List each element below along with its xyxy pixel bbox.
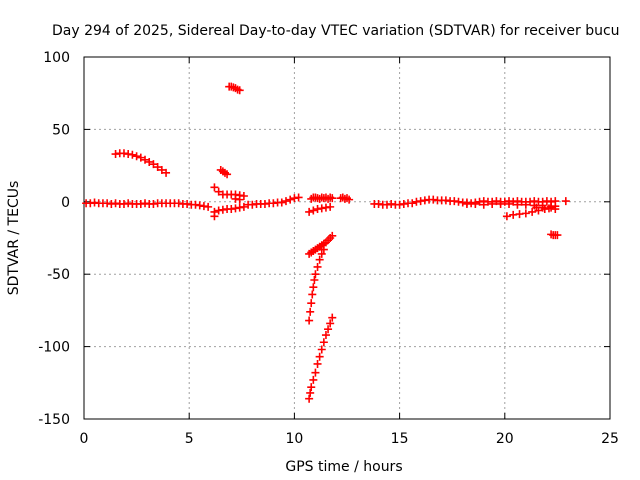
data-point [488, 199, 497, 208]
data-point [235, 86, 244, 95]
data-point [309, 283, 318, 292]
data-point [307, 383, 316, 392]
data-point [561, 197, 570, 206]
x-tick-label: 15 [391, 431, 409, 447]
data-points [82, 82, 570, 403]
data-point [553, 231, 562, 240]
data-point [471, 199, 480, 208]
data-point [286, 195, 295, 204]
data-point [306, 307, 315, 316]
data-point [214, 187, 223, 196]
data-point [136, 153, 145, 162]
data-point [309, 206, 318, 215]
y-tick-label: -150 [38, 412, 70, 428]
x-tick-label: 10 [285, 431, 303, 447]
data-point [496, 199, 505, 208]
data-point [223, 170, 232, 179]
data-point [462, 199, 471, 208]
grid-lines [84, 57, 610, 419]
data-point [210, 212, 219, 221]
data-point [324, 325, 333, 334]
data-point [307, 299, 316, 308]
x-tick-label: 25 [601, 431, 619, 447]
x-axis-ticks: 0 5 10 15 20 25 [80, 57, 619, 447]
data-point [204, 202, 213, 211]
x-tick-label: 0 [80, 431, 89, 447]
data-point [162, 168, 171, 177]
plot-frame [83, 56, 611, 420]
data-point [315, 255, 324, 264]
data-point [305, 316, 314, 325]
data-point [326, 202, 335, 211]
data-point [309, 375, 318, 384]
data-point [328, 231, 337, 240]
data-point [328, 194, 337, 203]
data-point [315, 352, 324, 361]
data-point [345, 195, 354, 204]
data-point [328, 313, 337, 322]
data-point [235, 195, 244, 204]
data-point [326, 319, 335, 328]
data-point [277, 198, 286, 207]
y-axis-ticks: -150 -100 -50 0 50 100 [38, 50, 610, 428]
data-point [149, 160, 158, 169]
data-point [551, 205, 560, 214]
data-point [313, 359, 322, 368]
data-point [141, 155, 150, 164]
data-point [310, 275, 319, 284]
data-point [317, 345, 326, 354]
data-point [128, 150, 137, 159]
y-tick-label: -100 [38, 340, 70, 356]
data-point [528, 207, 537, 216]
y-tick-label: 50 [52, 122, 70, 138]
data-point [319, 338, 328, 347]
chart-title: Day 294 of 2025, Sidereal Day-to-day VTE… [52, 23, 620, 39]
data-point [521, 209, 530, 218]
y-axis-label: SDTVAR / TECUs [6, 181, 22, 296]
x-tick-label: 5 [185, 431, 194, 447]
data-point [305, 207, 314, 216]
data-point [521, 200, 530, 209]
data-point [308, 290, 317, 299]
y-tick-label: 100 [43, 50, 70, 66]
data-point [305, 394, 314, 403]
data-point [321, 331, 330, 340]
data-point [145, 157, 154, 166]
data-point [239, 202, 248, 211]
data-point [317, 249, 326, 258]
data-point [294, 193, 303, 202]
data-point [153, 163, 162, 172]
data-point [281, 197, 290, 206]
y-tick-label: 0 [61, 195, 70, 211]
y-tick-label: -50 [47, 267, 70, 283]
x-tick-label: 20 [496, 431, 514, 447]
data-point [157, 165, 166, 174]
data-point [319, 245, 328, 254]
data-point [132, 152, 141, 161]
data-point [210, 183, 219, 192]
data-point [502, 212, 511, 221]
data-point [408, 199, 417, 208]
data-point [311, 270, 320, 279]
data-point [479, 200, 488, 209]
x-axis-label: GPS time / hours [285, 459, 402, 475]
data-point [313, 262, 322, 271]
data-point [513, 200, 522, 209]
data-point [239, 192, 248, 201]
data-point [311, 368, 320, 377]
data-point [306, 388, 315, 397]
data-point [505, 199, 514, 208]
